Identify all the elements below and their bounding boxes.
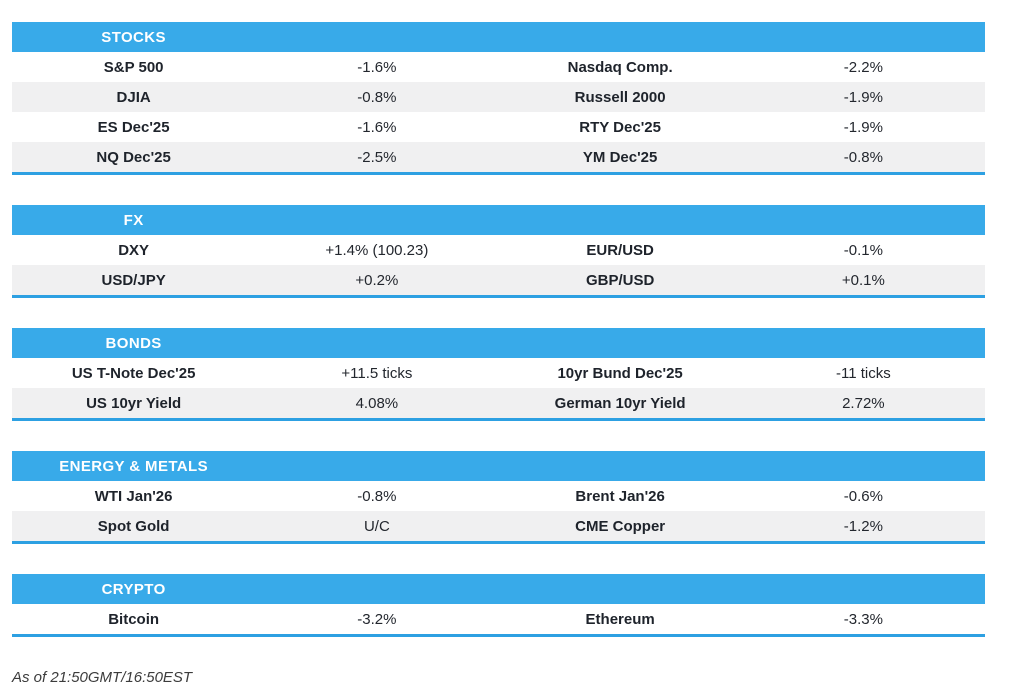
instrument-value: +1.4% (100.23) [325,241,429,259]
table-row: USD/JPY +0.2% GBP/USD +0.1% [12,265,985,295]
instrument-value: -0.8% [357,88,397,106]
table-row: DJIA -0.8% Russell 2000 -1.9% [12,82,985,112]
table-row: US T-Note Dec'25 +11.5 ticks 10yr Bund D… [12,358,985,388]
instrument-name: Nasdaq Comp. [567,58,673,76]
section-stocks: STOCKS S&P 500 -1.6% Nasdaq Comp. -2.2% … [12,22,985,175]
table-row: NQ Dec'25 -2.5% YM Dec'25 -0.8% [12,142,985,172]
instrument-name: Ethereum [585,610,655,628]
instrument-name: US 10yr Yield [86,394,182,412]
instrument-name: DXY [118,241,150,259]
section-fx: FX DXY +1.4% (100.23) EUR/USD -0.1% USD/… [12,205,985,298]
instrument-value: -1.9% [843,118,883,136]
instrument-value: +0.2% [355,271,399,289]
instrument-value: -3.3% [843,610,883,628]
instrument-name: USD/JPY [101,271,166,289]
instrument-name: GBP/USD [585,271,655,289]
instrument-value: -3.2% [357,610,397,628]
section-title: FX [123,211,144,229]
instrument-value: +0.1% [841,271,885,289]
instrument-name: DJIA [116,88,151,106]
instrument-value: -2.2% [843,58,883,76]
instrument-value: 2.72% [842,394,885,412]
section-title: CRYPTO [101,580,166,598]
instrument-name: ES Dec'25 [97,118,170,136]
instrument-value: -0.8% [357,487,397,505]
section-header-fx: FX [12,205,985,235]
section-header-bonds: BONDS [12,328,985,358]
market-summary-table: STOCKS S&P 500 -1.6% Nasdaq Comp. -2.2% … [12,22,985,637]
instrument-name: German 10yr Yield [554,394,686,412]
table-row: DXY +1.4% (100.23) EUR/USD -0.1% [12,235,985,265]
section-bonds: BONDS US T-Note Dec'25 +11.5 ticks 10yr … [12,328,985,421]
table-row: Bitcoin -3.2% Ethereum -3.3% [12,604,985,634]
instrument-name: WTI Jan'26 [94,487,173,505]
instrument-name: CME Copper [575,517,666,535]
instrument-name: 10yr Bund Dec'25 [557,364,683,382]
section-energy-metals: ENERGY & METALS WTI Jan'26 -0.8% Brent J… [12,451,985,544]
instrument-name: YM Dec'25 [582,148,658,166]
instrument-value: -0.8% [843,148,883,166]
instrument-value: -0.1% [843,241,883,259]
section-title: STOCKS [101,28,166,46]
instrument-name: EUR/USD [586,241,654,259]
instrument-value: 4.08% [355,394,399,412]
instrument-name: NQ Dec'25 [96,148,171,166]
table-row: US 10yr Yield 4.08% German 10yr Yield 2.… [12,388,985,418]
table-row: S&P 500 -1.6% Nasdaq Comp. -2.2% [12,52,985,82]
table-row: ES Dec'25 -1.6% RTY Dec'25 -1.9% [12,112,985,142]
instrument-value: -1.9% [843,88,883,106]
table-row: WTI Jan'26 -0.8% Brent Jan'26 -0.6% [12,481,985,511]
instrument-name: Spot Gold [97,517,170,535]
instrument-value: -1.6% [357,118,397,136]
instrument-name: S&P 500 [103,58,164,76]
instrument-name: RTY Dec'25 [579,118,661,136]
instrument-value: -0.6% [843,487,883,505]
section-crypto: CRYPTO Bitcoin -3.2% Ethereum -3.3% [12,574,985,637]
section-title: ENERGY & METALS [59,457,209,475]
section-title: BONDS [105,334,162,352]
section-header-stocks: STOCKS [12,22,985,52]
instrument-value: +11.5 ticks [341,364,413,382]
instrument-value: -2.5% [357,148,397,166]
instrument-value: -11 ticks [836,364,891,382]
table-row: Spot Gold U/C CME Copper -1.2% [12,511,985,541]
instrument-value: U/C [363,517,390,535]
instrument-value: -1.2% [843,517,883,535]
instrument-name: US T-Note Dec'25 [71,364,196,382]
instrument-name: Russell 2000 [574,88,666,106]
section-header-crypto: CRYPTO [12,574,985,604]
timestamp: As of 21:50GMT/16:50EST [12,669,193,686]
instrument-name: Bitcoin [108,610,160,628]
section-header-energy-metals: ENERGY & METALS [12,451,985,481]
instrument-value: -1.6% [357,58,397,76]
instrument-name: Brent Jan'26 [575,487,665,505]
